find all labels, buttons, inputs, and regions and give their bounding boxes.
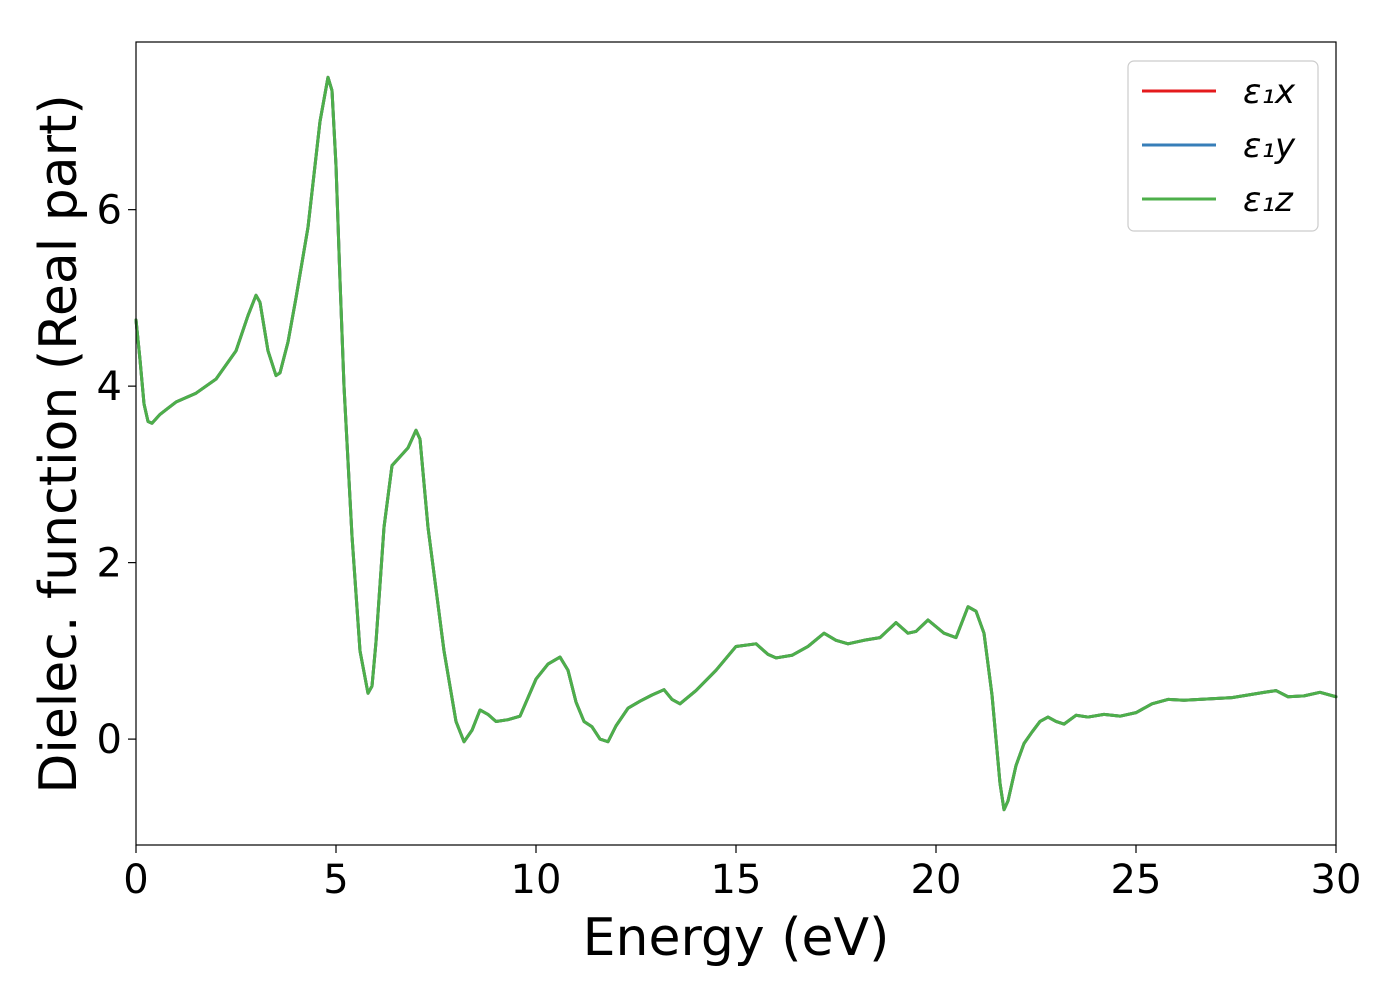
series-line-3 bbox=[134, 75, 1338, 812]
x-tick-label: 20 bbox=[911, 857, 962, 903]
series-layer bbox=[134, 75, 1338, 812]
x-tick-label: 15 bbox=[711, 857, 762, 903]
legend: ε₁x ε₁y ε₁z bbox=[1127, 60, 1319, 232]
y-tick-label: 4 bbox=[97, 364, 122, 410]
y-tick-label: 0 bbox=[97, 717, 122, 763]
x-tick-label: 30 bbox=[1311, 857, 1362, 903]
x-tick-label: 0 bbox=[123, 857, 148, 903]
legend-label-1: ε₁x bbox=[1243, 72, 1296, 112]
legend-box bbox=[1127, 60, 1319, 232]
legend-label-2: ε₁y bbox=[1243, 126, 1296, 166]
legend-label-3: ε₁z bbox=[1243, 180, 1294, 220]
x-tick-label: 10 bbox=[511, 857, 562, 903]
x-axis-label: Energy (eV) bbox=[583, 908, 890, 968]
y-tick-label: 6 bbox=[97, 188, 122, 234]
y-tick-label: 2 bbox=[97, 541, 122, 587]
y-axis: 0 2 4 6 bbox=[97, 188, 136, 763]
x-tick-label: 25 bbox=[1111, 857, 1162, 903]
x-axis: 0 5 10 15 20 25 30 bbox=[123, 845, 1361, 903]
x-tick-label: 5 bbox=[323, 857, 348, 903]
y-axis-label: Dielec. function (Real part) bbox=[29, 94, 89, 793]
